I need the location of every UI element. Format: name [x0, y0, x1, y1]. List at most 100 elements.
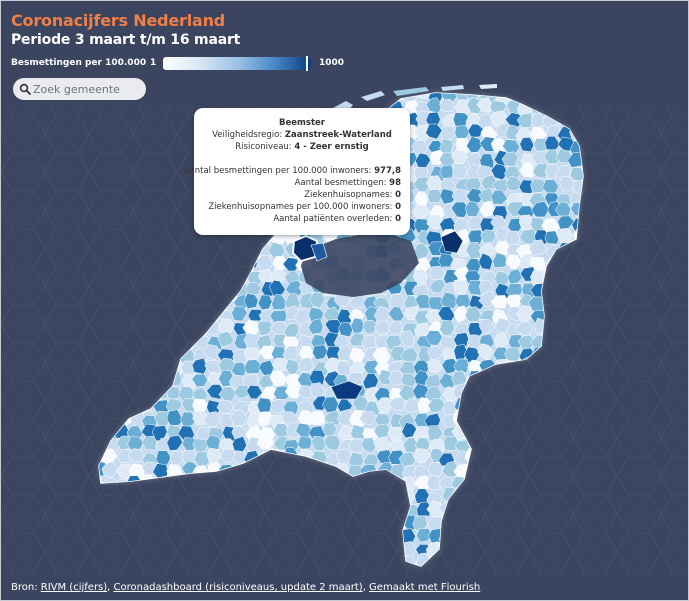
- municipality-cell[interactable]: [515, 305, 535, 323]
- municipality-cell[interactable]: [129, 567, 144, 582]
- municipality-cell[interactable]: [558, 489, 575, 504]
- municipality-cell[interactable]: [581, 99, 597, 116]
- municipality-cell[interactable]: [477, 526, 495, 543]
- municipality-cell[interactable]: [141, 308, 158, 324]
- municipality-cell[interactable]: [479, 423, 497, 440]
- municipality-cell[interactable]: [479, 318, 495, 334]
- municipality-cell[interactable]: [346, 542, 364, 558]
- municipality-cell[interactable]: [469, 543, 486, 557]
- municipality-cell[interactable]: [570, 241, 588, 259]
- municipality-cell[interactable]: [144, 86, 160, 101]
- municipality-cell[interactable]: [427, 566, 443, 580]
- municipality-cell[interactable]: [568, 334, 585, 348]
- municipality-cell[interactable]: [361, 502, 376, 519]
- municipality-cell[interactable]: [152, 319, 170, 337]
- municipality-cell[interactable]: [516, 489, 534, 505]
- municipality-cell[interactable]: [157, 346, 174, 363]
- municipality-cell[interactable]: [128, 86, 146, 100]
- municipality-cell[interactable]: [520, 437, 535, 453]
- municipality-cell[interactable]: [558, 440, 576, 456]
- municipality-cell[interactable]: [307, 553, 327, 569]
- municipality-cell[interactable]: [142, 553, 160, 568]
- municipality-cell[interactable]: [164, 126, 182, 143]
- municipality-cell[interactable]: [492, 478, 510, 493]
- municipality-cell[interactable]: [543, 306, 562, 323]
- municipality-cell[interactable]: [439, 99, 456, 113]
- municipality-cell[interactable]: [584, 319, 599, 334]
- municipality-cell[interactable]: [307, 526, 325, 543]
- municipality-cell[interactable]: [154, 361, 172, 377]
- municipality-cell[interactable]: [507, 501, 524, 518]
- municipality-cell[interactable]: [164, 254, 183, 268]
- municipality-cell[interactable]: [193, 530, 210, 546]
- municipality-cell[interactable]: [99, 111, 118, 125]
- municipality-cell[interactable]: [101, 125, 116, 142]
- municipality-cell[interactable]: [363, 72, 378, 87]
- municipality-cell[interactable]: [257, 477, 276, 494]
- municipality-cell[interactable]: [414, 73, 430, 88]
- municipality-cell[interactable]: [143, 280, 160, 296]
- municipality-cell[interactable]: [464, 515, 483, 530]
- municipality-cell[interactable]: [529, 552, 548, 566]
- municipality-cell[interactable]: [141, 162, 158, 178]
- municipality-cell[interactable]: [282, 474, 302, 491]
- municipality-cell[interactable]: [155, 150, 174, 167]
- municipality-cell[interactable]: [389, 512, 406, 529]
- municipality-cell[interactable]: [387, 75, 404, 88]
- municipality-cell[interactable]: [191, 488, 209, 504]
- municipality-cell[interactable]: [557, 267, 574, 283]
- municipality-cell[interactable]: [272, 462, 289, 479]
- municipality-cell[interactable]: [103, 139, 119, 155]
- municipality-cell[interactable]: [308, 291, 326, 309]
- municipality-cell[interactable]: [297, 356, 315, 372]
- municipality-cell[interactable]: [501, 526, 521, 542]
- municipality-cell[interactable]: [182, 280, 198, 297]
- municipality-cell[interactable]: [335, 360, 352, 376]
- municipality-cell[interactable]: [517, 399, 534, 416]
- municipality-cell[interactable]: [180, 527, 197, 544]
- municipality-cell[interactable]: [285, 504, 301, 520]
- municipality-cell[interactable]: [152, 515, 170, 532]
- municipality-cell[interactable]: [402, 437, 419, 454]
- municipality-cell[interactable]: [168, 203, 186, 220]
- municipality-cell[interactable]: [268, 475, 286, 489]
- municipality-cell[interactable]: [502, 541, 519, 556]
- municipality-cell[interactable]: [479, 373, 497, 390]
- municipality-cell[interactable]: [427, 358, 443, 373]
- municipality-cell[interactable]: [413, 475, 432, 490]
- municipality-cell[interactable]: [170, 516, 187, 532]
- municipality-cell[interactable]: [113, 370, 132, 385]
- municipality-cell[interactable]: [90, 201, 108, 217]
- municipality-cell[interactable]: [467, 280, 483, 296]
- municipality-cell[interactable]: [545, 464, 563, 480]
- municipality-dark-north[interactable]: [310, 242, 328, 262]
- municipality-cell[interactable]: [466, 527, 483, 543]
- municipality-cell[interactable]: [466, 503, 484, 521]
- municipality-cell[interactable]: [164, 151, 182, 168]
- municipality-cell[interactable]: [348, 438, 366, 454]
- municipality-cell[interactable]: [91, 86, 109, 100]
- municipality-cell[interactable]: [91, 217, 107, 234]
- municipality-cell[interactable]: [157, 256, 173, 273]
- municipality-cell[interactable]: [128, 213, 146, 230]
- municipality-cell[interactable]: [337, 344, 353, 361]
- municipality-cell[interactable]: [543, 487, 562, 503]
- municipality-cell[interactable]: [178, 514, 195, 530]
- municipality-cell[interactable]: [152, 175, 168, 192]
- municipality-cell[interactable]: [569, 309, 584, 324]
- municipality-cell[interactable]: [309, 540, 327, 557]
- municipality-cell[interactable]: [92, 436, 108, 452]
- municipality-cell[interactable]: [455, 87, 471, 103]
- municipality-cell[interactable]: [140, 140, 159, 155]
- municipality-cell[interactable]: [139, 178, 155, 194]
- municipality-cell[interactable]: [544, 102, 563, 117]
- municipality-cell[interactable]: [531, 201, 550, 218]
- municipality-cell[interactable]: [555, 100, 573, 115]
- municipality-cell[interactable]: [217, 568, 234, 582]
- municipality-cell[interactable]: [141, 213, 158, 231]
- municipality-cell[interactable]: [195, 557, 211, 571]
- municipality-cell[interactable]: [322, 476, 340, 492]
- municipality-cell[interactable]: [165, 505, 183, 520]
- municipality-cell[interactable]: [529, 256, 546, 272]
- municipality-cell[interactable]: [91, 542, 107, 558]
